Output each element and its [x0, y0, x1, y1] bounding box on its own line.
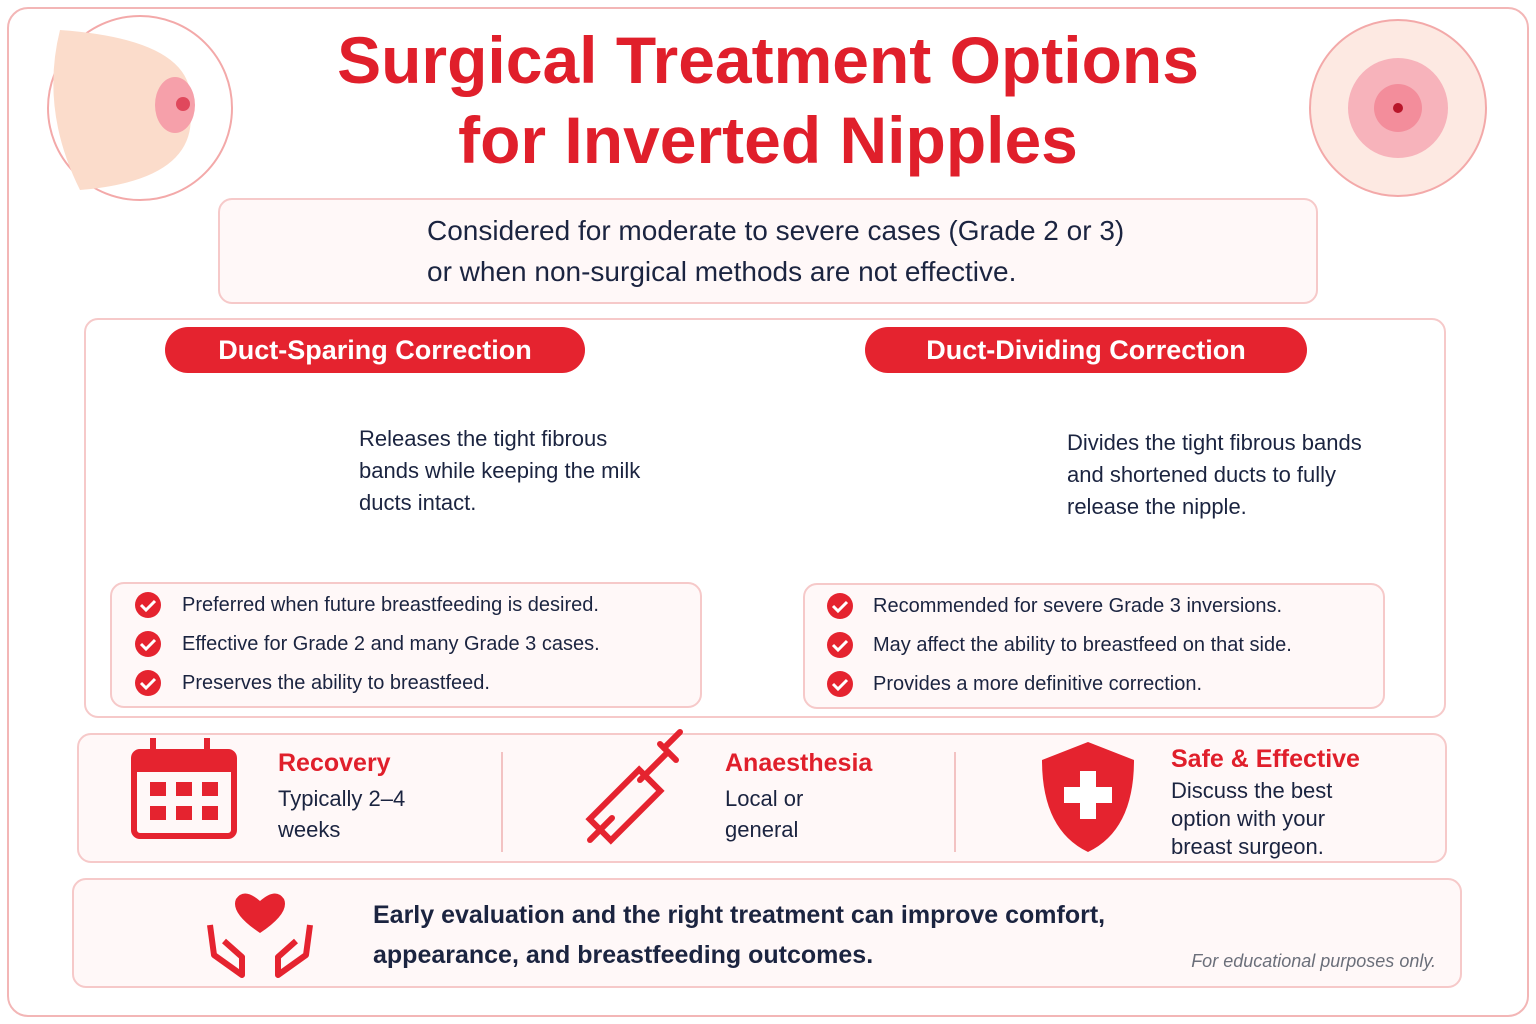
point: May affect the ability to breastfeed on …: [873, 634, 1292, 656]
option-title: Duct-Sparing Correction: [165, 327, 585, 373]
option-description: Releases the tight fibrous bands while k…: [359, 426, 641, 515]
frame: [7, 7, 1529, 1017]
fact-title: Recovery: [278, 749, 391, 777]
intro-box: [218, 198, 1318, 304]
intro-line: or when non-surgical methods are not eff…: [427, 256, 1017, 287]
footer-message: Early evaluation and the right treatment…: [373, 901, 1106, 969]
hand: [275, 924, 313, 978]
fact-title: Safe & Effective: [1171, 745, 1360, 773]
nipple: [176, 97, 190, 111]
disclaimer: For educational purposes only.: [1191, 951, 1436, 971]
option-title: Duct-Dividing Correction: [865, 327, 1307, 373]
title-line: Surgical Treatment Options: [337, 23, 1199, 97]
point: Preferred when future breastfeeding is d…: [182, 594, 599, 616]
title-line: for Inverted Nipples: [458, 103, 1078, 177]
points-box: [803, 583, 1385, 709]
shield-icon: [1042, 742, 1134, 852]
nipple-center: [1393, 103, 1403, 113]
calendar-icon: [131, 738, 237, 839]
points-box: [110, 582, 702, 708]
point: Effective for Grade 2 and many Grade 3 c…: [182, 633, 600, 655]
option-description: Divides the tight fibrous bands and shor…: [1067, 430, 1362, 519]
heart: [235, 893, 285, 933]
syringe-icon: [585, 729, 683, 845]
point: Provides a more definitive correction.: [873, 673, 1203, 695]
fact-text: Discuss the best option with your breast…: [1171, 778, 1333, 859]
fact-title: Anaesthesia: [725, 749, 873, 777]
hand: [207, 924, 245, 978]
breast-shape: [53, 30, 191, 190]
point: Preserves the ability to breastfeed.: [182, 672, 490, 694]
care-icon: [207, 893, 313, 978]
fact-text: Local or general: [725, 786, 804, 842]
point: Recommended for severe Grade 3 inversion…: [873, 595, 1283, 617]
areola: [155, 77, 195, 133]
intro-line: Considered for moderate to severe cases …: [427, 215, 1125, 246]
fact-text: Typically 2–4 weeks: [278, 786, 406, 842]
